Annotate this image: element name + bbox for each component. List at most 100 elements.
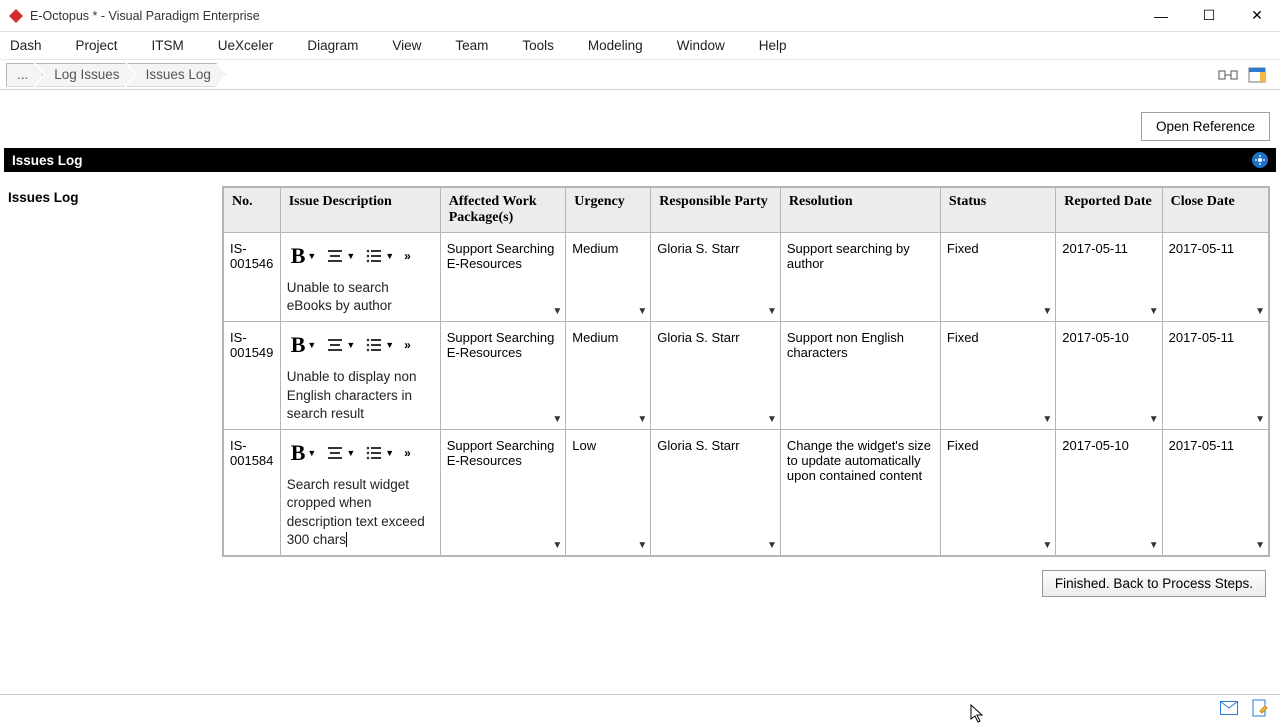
open-reference-button[interactable]: Open Reference xyxy=(1141,112,1270,141)
table-header-row: No. Issue Description Affected Work Pack… xyxy=(224,188,1269,233)
dropdown-icon[interactable]: ▼ xyxy=(1149,306,1159,317)
list-button[interactable]: ▼ xyxy=(361,336,398,354)
more-button[interactable]: » xyxy=(400,336,415,354)
dropdown-icon[interactable]: ▼ xyxy=(552,306,562,317)
cell-urgency[interactable]: Medium▼ xyxy=(566,322,651,430)
cell-close[interactable]: 2017-05-11▼ xyxy=(1162,430,1268,556)
menu-tools[interactable]: Tools xyxy=(522,38,554,53)
rich-text-toolbar: B▼ ▼ ▼ » xyxy=(287,438,434,468)
cell-reported[interactable]: 2017-05-10▼ xyxy=(1056,430,1162,556)
menu-help[interactable]: Help xyxy=(759,38,787,53)
align-button[interactable]: ▼ xyxy=(322,336,359,354)
cell-description[interactable]: B▼ ▼ ▼ » Search result widget cropped wh… xyxy=(280,430,440,556)
menu-project[interactable]: Project xyxy=(76,38,118,53)
bold-button[interactable]: B▼ xyxy=(287,330,321,360)
menu-bar: Dash Project ITSM UeXceler Diagram View … xyxy=(0,32,1280,60)
bold-button[interactable]: B▼ xyxy=(287,438,321,468)
cell-resolution[interactable]: Support searching by author xyxy=(780,233,940,322)
menu-uexceler[interactable]: UeXceler xyxy=(218,38,274,53)
dropdown-icon[interactable]: ▼ xyxy=(637,414,647,425)
dropdown-icon[interactable]: ▼ xyxy=(1255,306,1265,317)
dropdown-icon[interactable]: ▼ xyxy=(767,306,777,317)
more-button[interactable]: » xyxy=(400,247,415,265)
cell-urgency[interactable]: Medium▼ xyxy=(566,233,651,322)
menu-diagram[interactable]: Diagram xyxy=(307,38,358,53)
dropdown-icon[interactable]: ▼ xyxy=(637,306,647,317)
dropdown-icon[interactable]: ▼ xyxy=(767,414,777,425)
menu-itsm[interactable]: ITSM xyxy=(152,38,184,53)
cell-description[interactable]: B▼ ▼ ▼ » Unable to search eBooks by auth… xyxy=(280,233,440,322)
cell-party[interactable]: Gloria S. Starr▼ xyxy=(651,430,781,556)
col-work-package[interactable]: Affected Work Package(s) xyxy=(440,188,566,233)
cell-party[interactable]: Gloria S. Starr▼ xyxy=(651,233,781,322)
menu-window[interactable]: Window xyxy=(677,38,725,53)
panel-icon[interactable] xyxy=(1248,67,1266,83)
gear-icon[interactable] xyxy=(1252,152,1268,168)
dropdown-icon[interactable]: ▼ xyxy=(552,540,562,551)
app-icon xyxy=(8,8,24,24)
cell-reported[interactable]: 2017-05-10▼ xyxy=(1056,322,1162,430)
dropdown-icon[interactable]: ▼ xyxy=(1042,414,1052,425)
menu-dash[interactable]: Dash xyxy=(10,38,42,53)
col-reported[interactable]: Reported Date xyxy=(1056,188,1162,233)
layout-icon[interactable] xyxy=(1218,67,1238,83)
align-button[interactable]: ▼ xyxy=(322,247,359,265)
edit-icon[interactable] xyxy=(1252,699,1268,717)
dropdown-icon[interactable]: ▼ xyxy=(1149,540,1159,551)
cell-status[interactable]: Fixed▼ xyxy=(940,322,1055,430)
cell-no[interactable]: IS-001549 xyxy=(224,322,281,430)
dropdown-icon[interactable]: ▼ xyxy=(1255,540,1265,551)
cell-party[interactable]: Gloria S. Starr▼ xyxy=(651,322,781,430)
rich-text-toolbar: B▼ ▼ ▼ » xyxy=(287,241,434,271)
cell-no[interactable]: IS-001584 xyxy=(224,430,281,556)
col-party[interactable]: Responsible Party xyxy=(651,188,781,233)
side-label: Issues Log xyxy=(8,190,79,205)
close-button[interactable]: ✕ xyxy=(1242,7,1272,24)
menu-team[interactable]: Team xyxy=(455,38,488,53)
list-button[interactable]: ▼ xyxy=(361,444,398,462)
col-urgency[interactable]: Urgency xyxy=(566,188,651,233)
table-row: IS-001546 B▼ ▼ ▼ » Unable to search eBoo… xyxy=(224,233,1269,322)
dropdown-icon[interactable]: ▼ xyxy=(552,414,562,425)
maximize-button[interactable]: ☐ xyxy=(1194,7,1224,24)
finished-button[interactable]: Finished. Back to Process Steps. xyxy=(1042,570,1266,597)
cell-close[interactable]: 2017-05-11▼ xyxy=(1162,233,1268,322)
breadcrumb-issues-log[interactable]: Issues Log xyxy=(127,63,226,87)
cell-no[interactable]: IS-001546 xyxy=(224,233,281,322)
cell-reported[interactable]: 2017-05-11▼ xyxy=(1056,233,1162,322)
cell-urgency[interactable]: Low▼ xyxy=(566,430,651,556)
dropdown-icon[interactable]: ▼ xyxy=(1042,306,1052,317)
list-button[interactable]: ▼ xyxy=(361,247,398,265)
dropdown-icon[interactable]: ▼ xyxy=(1149,414,1159,425)
breadcrumb-bar: ... Log Issues Issues Log xyxy=(0,60,1280,90)
col-no[interactable]: No. xyxy=(224,188,281,233)
cell-work-package[interactable]: Support Searching E-Resources▼ xyxy=(440,233,566,322)
dropdown-icon[interactable]: ▼ xyxy=(767,540,777,551)
table-row: IS-001549 B▼ ▼ ▼ » Unable to display non… xyxy=(224,322,1269,430)
dropdown-icon[interactable]: ▼ xyxy=(1042,540,1052,551)
bold-button[interactable]: B▼ xyxy=(287,241,321,271)
cell-description[interactable]: B▼ ▼ ▼ » Unable to display non English c… xyxy=(280,322,440,430)
menu-modeling[interactable]: Modeling xyxy=(588,38,643,53)
dropdown-icon[interactable]: ▼ xyxy=(1255,414,1265,425)
more-button[interactable]: » xyxy=(400,444,415,462)
breadcrumb-log-issues[interactable]: Log Issues xyxy=(35,63,134,87)
cell-status[interactable]: Fixed▼ xyxy=(940,430,1055,556)
dropdown-icon[interactable]: ▼ xyxy=(637,540,647,551)
col-close[interactable]: Close Date xyxy=(1162,188,1268,233)
mail-icon[interactable] xyxy=(1220,701,1238,715)
minimize-button[interactable]: — xyxy=(1146,8,1176,24)
breadcrumb-root[interactable]: ... xyxy=(6,63,43,87)
menu-view[interactable]: View xyxy=(392,38,421,53)
cell-close[interactable]: 2017-05-11▼ xyxy=(1162,322,1268,430)
align-button[interactable]: ▼ xyxy=(322,444,359,462)
col-status[interactable]: Status xyxy=(940,188,1055,233)
col-resolution[interactable]: Resolution xyxy=(780,188,940,233)
cell-status[interactable]: Fixed▼ xyxy=(940,233,1055,322)
cell-work-package[interactable]: Support Searching E-Resources▼ xyxy=(440,322,566,430)
col-description[interactable]: Issue Description xyxy=(280,188,440,233)
cell-work-package[interactable]: Support Searching E-Resources▼ xyxy=(440,430,566,556)
cell-resolution[interactable]: Support non English characters xyxy=(780,322,940,430)
cell-resolution[interactable]: Change the widget's size to update autom… xyxy=(780,430,940,556)
window-controls: — ☐ ✕ xyxy=(1146,7,1272,24)
